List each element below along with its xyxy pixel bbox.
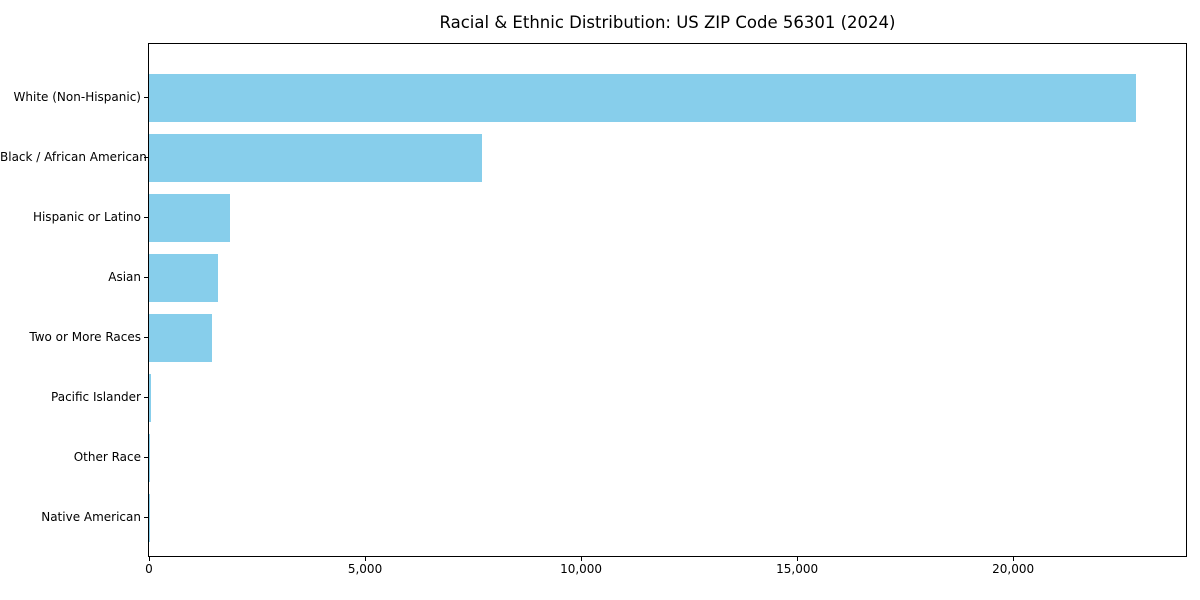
y-axis-tick	[144, 157, 148, 158]
plot-area	[148, 43, 1187, 557]
y-axis-label-white-non-hispanic: White (Non-Hispanic)	[13, 90, 141, 104]
bar-two-or-more-races	[149, 314, 212, 362]
x-axis-tick-label: 15,000	[776, 562, 819, 576]
x-axis-tick-label: 20,000	[992, 562, 1035, 576]
bar-black-african-american	[149, 134, 482, 182]
y-axis-label-two-or-more-races: Two or More Races	[29, 330, 141, 344]
x-axis-tick-label: 0	[145, 562, 153, 576]
y-axis-tick	[144, 457, 148, 458]
y-axis-label-black-african-american: Black / African American	[0, 150, 147, 164]
y-axis-tick	[144, 97, 148, 98]
x-axis-tick	[1013, 557, 1015, 561]
y-axis-label-asian: Asian	[108, 270, 141, 284]
bar-hispanic-or-latino	[149, 194, 230, 242]
y-axis-tick	[144, 217, 148, 218]
chart-title: Racial & Ethnic Distribution: US ZIP Cod…	[439, 13, 896, 32]
x-axis-tick	[581, 557, 583, 561]
y-axis-tick	[144, 397, 148, 398]
x-axis-tick	[797, 557, 799, 561]
y-axis-tick	[144, 337, 148, 338]
y-axis-label-hispanic-or-latino: Hispanic or Latino	[32, 210, 141, 224]
bar-asian	[149, 254, 219, 302]
x-axis-tick-label: 5,000	[347, 562, 383, 576]
bar-white-non-hispanic	[149, 74, 1137, 122]
bar-pacific-islander	[149, 374, 151, 422]
bar-other-race	[149, 434, 150, 482]
y-axis-label-pacific-islander: Pacific Islander	[51, 390, 141, 404]
x-axis-tick	[365, 557, 367, 561]
y-axis-tick	[144, 277, 148, 278]
x-axis-tick	[149, 557, 150, 561]
y-axis-tick	[144, 517, 148, 518]
y-axis-label-other-race: Other Race	[73, 450, 141, 464]
x-axis-tick-label: 10,000	[560, 562, 603, 576]
y-axis-label-native-american: Native American	[41, 510, 141, 524]
